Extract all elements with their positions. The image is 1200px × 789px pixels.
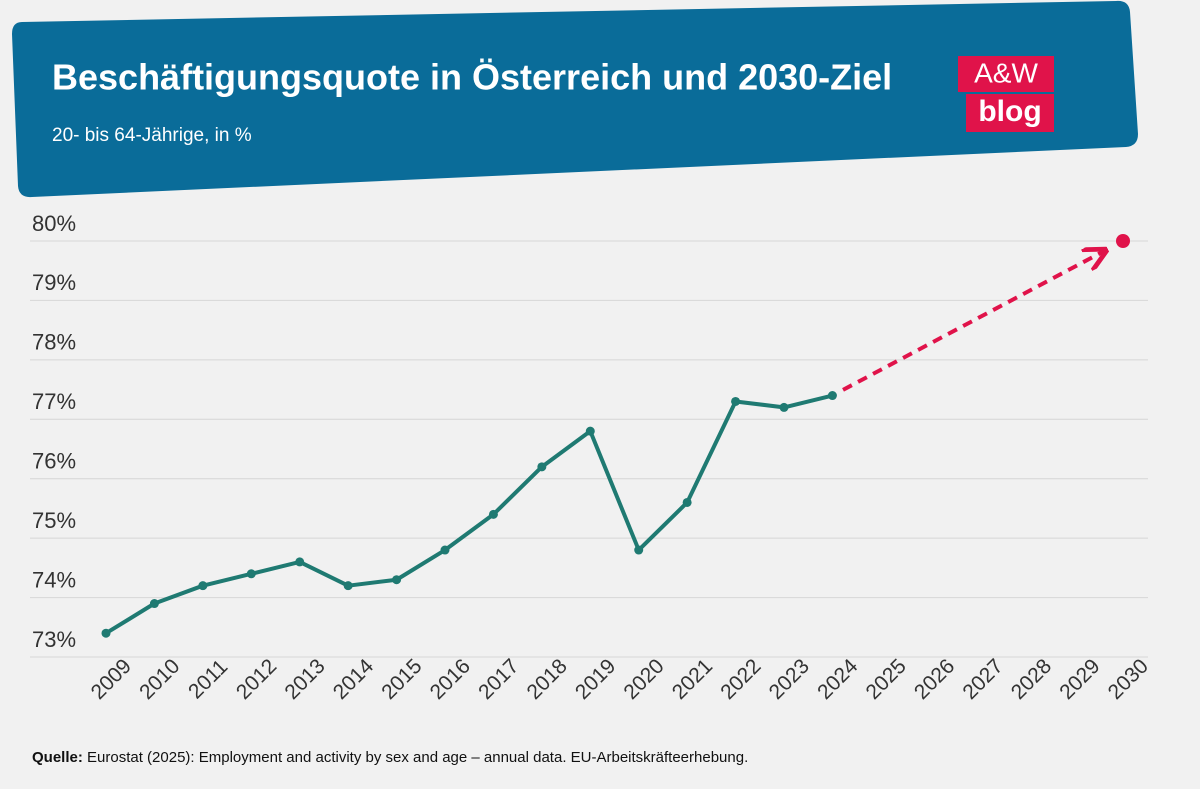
- x-tick-label: 2030: [1104, 655, 1153, 704]
- x-tick-label: 2022: [716, 655, 765, 704]
- data-point: [634, 545, 644, 555]
- y-tick-label: 75%: [32, 508, 76, 533]
- y-tick-label: 78%: [32, 330, 76, 355]
- logo-box: [958, 56, 1054, 92]
- data-point: [537, 462, 547, 472]
- x-tick-label: 2018: [523, 655, 572, 704]
- source: Quelle: Eurostat (2025): Employment and …: [32, 749, 748, 766]
- chart-subtitle: 20- bis 64-Jährige, in %: [52, 125, 252, 146]
- y-tick-label: 74%: [32, 567, 76, 592]
- source-text: Eurostat (2025): Employment and activity…: [87, 749, 748, 766]
- data-point: [440, 545, 450, 555]
- data-point: [149, 599, 159, 609]
- x-tick-label: 2019: [571, 655, 620, 704]
- data-point: [682, 497, 692, 507]
- x-tick-label: 2024: [813, 654, 863, 704]
- target-point: [1116, 234, 1130, 248]
- y-tick-label: 76%: [32, 449, 76, 474]
- source-label: Quelle:: [32, 749, 83, 766]
- target-arrow: [842, 251, 1104, 392]
- data-point: [585, 426, 595, 436]
- data-point: [827, 391, 837, 401]
- series-line: [104, 393, 833, 635]
- x-tick-label: 2020: [619, 655, 668, 704]
- data-point: [101, 628, 111, 638]
- x-tick-label: 2028: [1007, 655, 1056, 704]
- chart-title: Beschäftigungsquote in Österreich und 20…: [52, 57, 892, 98]
- x-tick-label: 2017: [474, 655, 523, 704]
- x-tick-label: 2011: [184, 655, 232, 703]
- data-point: [295, 557, 305, 567]
- x-tick-label: 2010: [135, 655, 184, 704]
- header-banner: [12, 0, 1138, 198]
- data-point: [392, 575, 402, 585]
- data-point: [246, 569, 256, 579]
- y-tick-label: 77%: [32, 389, 76, 414]
- data-point: [488, 509, 498, 519]
- x-tick-label: 2029: [1055, 655, 1104, 704]
- data-point: [343, 581, 353, 591]
- data-point: [198, 581, 208, 591]
- x-tick-label: 2014: [329, 654, 379, 704]
- x-tick-label: 2016: [426, 655, 475, 704]
- x-tick-label: 2015: [377, 655, 426, 704]
- x-tick-label: 2009: [87, 655, 136, 704]
- data-point: [779, 402, 789, 412]
- x-tick-label: 2027: [958, 655, 1007, 704]
- x-tick-label: 2023: [765, 655, 814, 704]
- y-tick-label: 80%: [32, 211, 76, 236]
- y-tick-label: 79%: [32, 270, 76, 295]
- x-tick-label: 2013: [280, 655, 329, 704]
- y-tick-label: 73%: [32, 627, 76, 652]
- x-tick-label: 2026: [910, 655, 959, 704]
- logo-text: A&W: [974, 57, 1038, 88]
- data-point: [731, 396, 741, 406]
- logo-text: blog: [978, 95, 1041, 128]
- x-tick-label: 2025: [862, 655, 911, 704]
- x-tick-label: 2021: [668, 655, 717, 704]
- logo-box: [966, 94, 1054, 132]
- x-tick-label: 2012: [232, 655, 281, 704]
